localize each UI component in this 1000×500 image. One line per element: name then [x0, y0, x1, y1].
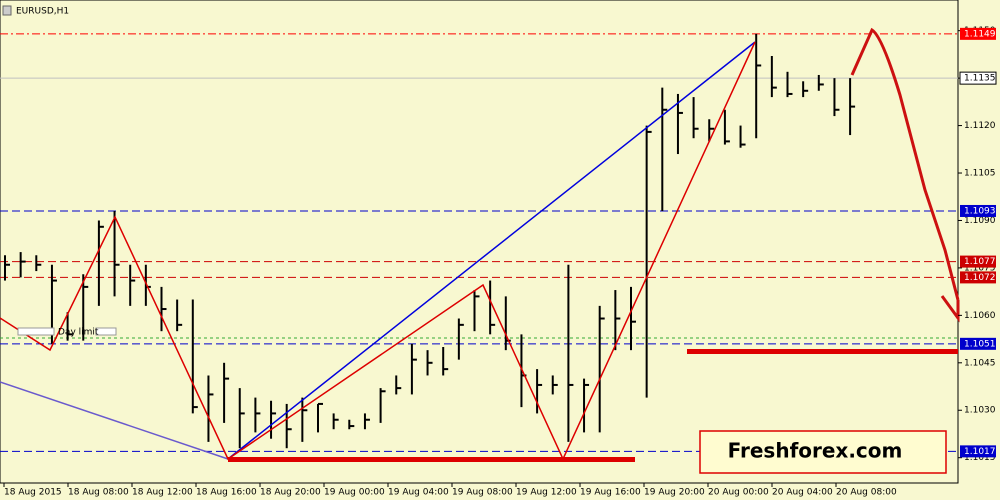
y-tick-label: 1.1060 — [964, 311, 996, 321]
x-tick-label: 18 Aug 20:00 — [260, 488, 321, 498]
x-tick-label: 19 Aug 00:00 — [324, 488, 385, 498]
x-tick-label: 18 Aug 08:00 — [68, 488, 129, 498]
level-label: 1.1072 — [964, 273, 996, 283]
x-tick-label: 19 Aug 20:00 — [644, 488, 705, 498]
icon — [2, 5, 12, 16]
x-tick-label: 19 Aug 08:00 — [452, 488, 513, 498]
watermark-box — [699, 430, 947, 474]
y-tick-label: 1.1045 — [964, 358, 996, 368]
y-tick-label: 1.1075 — [964, 263, 996, 273]
bars — [4, 33, 856, 449]
day-limit-label: Day limit — [58, 328, 99, 338]
x-tick-label: 19 Aug 04:00 — [388, 488, 449, 498]
y-tick-label: 1.1030 — [964, 406, 996, 416]
label-box — [95, 327, 117, 336]
level-label: 1.1135 — [964, 74, 996, 84]
y-tick-label: 1.1105 — [964, 169, 996, 179]
plot-area — [0, 0, 959, 484]
symbol-title: EURUSD,H1 — [16, 7, 69, 17]
level-label: 1.1077 — [964, 257, 996, 267]
level-tag — [960, 445, 996, 458]
level-tag — [960, 337, 996, 350]
level-label: 1.1149 — [964, 29, 996, 39]
x-tick-label: 19 Aug 16:00 — [580, 488, 641, 498]
support-bar — [687, 349, 958, 354]
trend-line — [227, 41, 756, 460]
trend-line — [0, 381, 229, 460]
level-tag — [959, 71, 997, 85]
axes: 1.11501.11351.11201.11051.10901.10751.10… — [3, 26, 997, 498]
x-tick-label: 19 Aug 12:00 — [516, 488, 577, 498]
level-tag — [960, 255, 996, 268]
y-tick-label: 1.1015 — [964, 453, 996, 463]
x-tick-label: 20 Aug 08:00 — [836, 488, 897, 498]
level-label: 1.1093 — [964, 206, 996, 216]
x-tick-label: 18 Aug 2015 — [4, 488, 62, 498]
x-tick-label: 20 Aug 00:00 — [708, 488, 769, 498]
level-label: 1.1051 — [964, 339, 996, 349]
level-label: 1.1017 — [964, 447, 996, 457]
support-bar — [228, 457, 635, 462]
watermark: Freshforex.com — [728, 439, 903, 463]
x-tick-label: 18 Aug 12:00 — [132, 488, 193, 498]
level-tag — [960, 204, 996, 217]
level-tag — [960, 271, 996, 284]
arrow-head — [940, 295, 960, 323]
y-tick-label: 1.1120 — [964, 121, 996, 131]
y-tick-label: 1.1090 — [964, 216, 996, 226]
label-box — [17, 327, 55, 336]
forecast-arrow — [850, 27, 960, 301]
x-tick-label: 18 Aug 16:00 — [196, 488, 257, 498]
level-tag — [960, 27, 996, 40]
x-tick-label: 20 Aug 04:00 — [772, 488, 833, 498]
